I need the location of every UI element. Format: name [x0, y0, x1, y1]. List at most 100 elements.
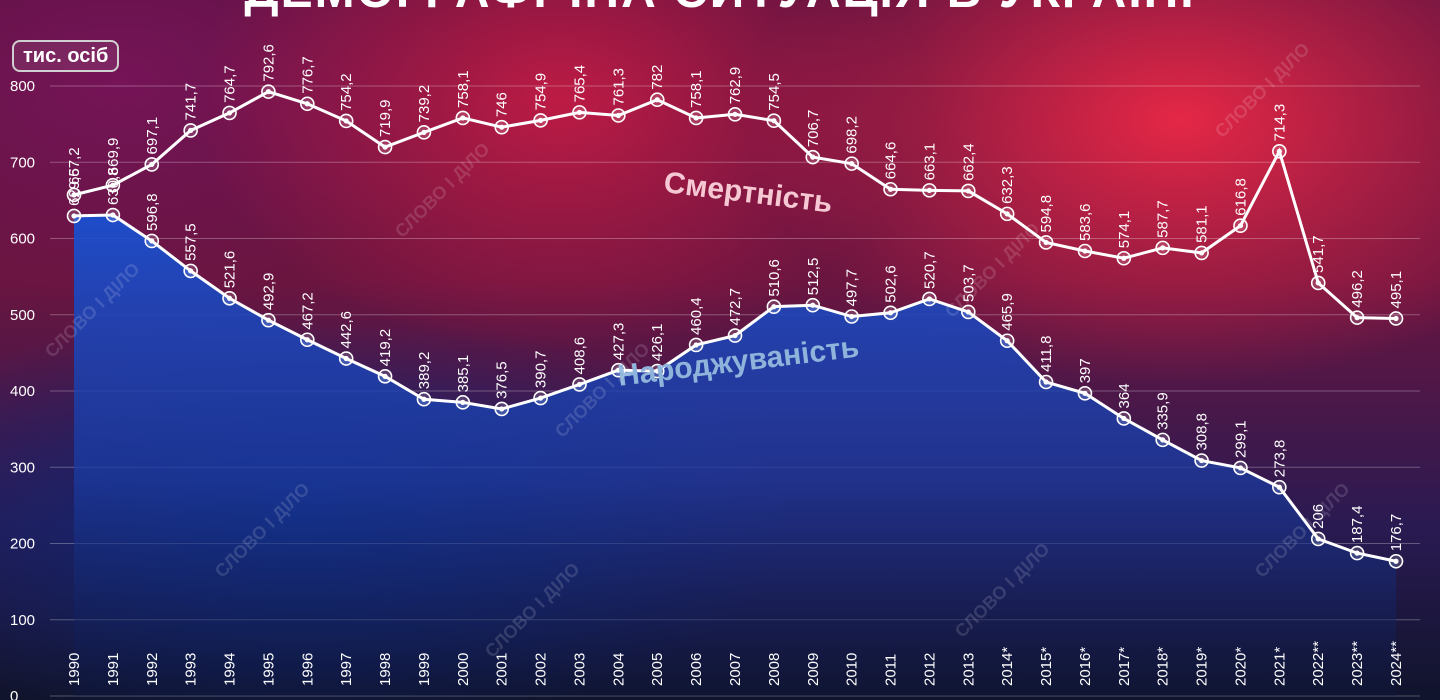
x-tick-label: 2022** [1310, 641, 1327, 686]
deaths-value-label: 758,1 [455, 70, 472, 108]
x-tick-label: 2024** [1388, 641, 1405, 686]
deaths-point-center [771, 118, 777, 124]
x-tick-label: 2005 [649, 653, 666, 686]
y-tick-label: 100 [10, 612, 35, 629]
births-value-label: 206 [1310, 504, 1327, 529]
deaths-point-center [965, 188, 971, 194]
chart-title: ДЕМОГРАФІЧНА СИТУАЦІЯ В УКРАЇНІ [0, 0, 1440, 19]
deaths-point-center [654, 97, 660, 103]
births-value-label: 512,5 [805, 258, 822, 296]
deaths-value-label: 764,7 [222, 65, 239, 103]
deaths-point-center [265, 89, 272, 95]
deaths-value-label: 765,4 [571, 65, 588, 103]
births-value-label: 629,6 [66, 168, 83, 206]
births-point-center [188, 268, 194, 274]
births-area [74, 215, 1396, 696]
deaths-value-label: 632,3 [999, 166, 1016, 204]
deaths-point-center [810, 154, 816, 160]
deaths-point-center [343, 118, 349, 124]
births-value-label: 364 [1116, 383, 1133, 408]
births-point-center [1160, 437, 1166, 443]
x-tick-label: 2004 [610, 653, 627, 686]
births-point-center [887, 310, 894, 316]
x-tick-label: 2014* [999, 647, 1016, 686]
births-value-label: 187,4 [1349, 506, 1366, 544]
births-value-label: 503,7 [960, 264, 977, 302]
deaths-value-label: 541,7 [1310, 235, 1327, 273]
deaths-point-center [460, 115, 466, 121]
deaths-value-label: 587,7 [1155, 200, 1172, 238]
deaths-value-label: 758,1 [688, 70, 705, 108]
deaths-point-center [615, 112, 621, 119]
births-value-label: 465,9 [999, 293, 1016, 331]
y-tick-label: 600 [10, 231, 35, 248]
x-tick-label: 2002 [533, 653, 550, 686]
births-point-center [537, 395, 544, 401]
x-tick-label: 1997 [338, 653, 355, 686]
y-tick-label: 700 [10, 154, 35, 171]
deaths-value-label: 574,1 [1116, 211, 1133, 249]
births-point-center [1237, 465, 1244, 471]
births-value-label: 390,7 [533, 351, 550, 389]
births-point-center [1043, 379, 1049, 385]
births-value-label: 521,6 [222, 251, 239, 289]
x-tick-label: 1993 [183, 653, 200, 686]
births-point-center [460, 399, 466, 405]
x-tick-label: 2013 [960, 653, 977, 686]
births-point-center [849, 313, 855, 320]
births-value-label: 426,1 [649, 324, 666, 362]
deaths-point-center [1393, 315, 1399, 322]
deaths-point-center [849, 161, 855, 167]
deaths-point-center [887, 186, 894, 192]
births-point-center [1393, 558, 1399, 564]
x-tick-label: 2021* [1271, 647, 1288, 686]
births-value-label: 273,8 [1271, 440, 1288, 478]
x-tick-label: 1994 [222, 653, 239, 686]
deaths-point-center [188, 127, 194, 134]
deaths-point-center [1043, 239, 1049, 246]
deaths-point-center [149, 161, 155, 168]
deaths-point-center [1082, 248, 1088, 254]
y-tick-label: 0 [10, 688, 18, 700]
births-value-label: 411,8 [1038, 336, 1055, 372]
deaths-value-label: 761,3 [610, 68, 627, 106]
births-value-label: 299,1 [1232, 420, 1249, 458]
births-point-center [926, 296, 933, 302]
births-value-label: 520,7 [921, 251, 938, 289]
x-tick-label: 1992 [144, 653, 161, 686]
births-value-label: 389,2 [416, 352, 433, 390]
y-tick-label: 500 [10, 307, 35, 324]
deaths-value-label: 616,8 [1232, 178, 1249, 216]
deaths-value-label: 594,8 [1038, 195, 1055, 233]
deaths-point-center [226, 110, 233, 116]
x-tick-label: 1999 [416, 653, 433, 686]
births-point-center [965, 309, 971, 315]
deaths-point-center [110, 182, 116, 188]
deaths-value-label: 662,4 [960, 143, 977, 181]
deaths-value-label: 792,6 [260, 44, 277, 82]
births-point-center [693, 342, 699, 348]
deaths-value-label: 754,5 [766, 73, 783, 111]
births-point-center [810, 302, 816, 308]
births-value-label: 176,7 [1388, 514, 1405, 552]
births-value-label: 510,6 [766, 259, 783, 297]
deaths-point-center [1315, 280, 1321, 286]
births-value-label: 630,8 [105, 167, 122, 205]
births-point-center [654, 368, 660, 374]
deaths-value-label: 739,2 [416, 85, 433, 123]
births-point-center [1276, 484, 1282, 490]
y-axis-unit-label: тис. осіб [12, 40, 120, 72]
deaths-point-center [499, 124, 505, 130]
y-tick-label: 200 [10, 536, 35, 553]
x-tick-label: 2011 [883, 654, 900, 686]
births-value-label: 472,7 [727, 288, 744, 326]
births-value-label: 427,3 [610, 323, 627, 361]
x-tick-label: 1998 [377, 653, 394, 686]
deaths-point-center [421, 129, 427, 135]
x-tick-label: 2006 [688, 653, 705, 686]
births-value-label: 502,6 [883, 265, 900, 303]
x-tick-label: 2003 [571, 653, 588, 686]
deaths-point-center [382, 144, 388, 150]
deaths-value-label: 664,6 [883, 142, 900, 180]
